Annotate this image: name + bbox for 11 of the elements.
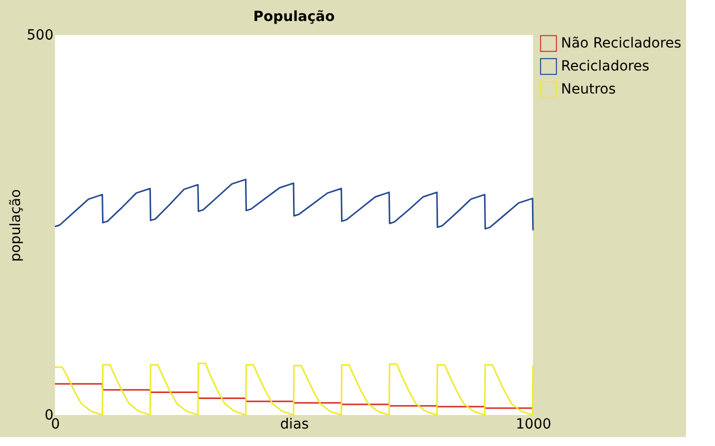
- line-series: [54, 178, 534, 232]
- line-series: [54, 362, 534, 416]
- y-tick-label: 500: [26, 28, 54, 44]
- legend-label: Recicladores: [561, 58, 650, 74]
- legend-label: Neutros: [561, 82, 616, 98]
- x-tick-label: 1000: [516, 416, 552, 432]
- legend-label: Não Recicladores: [561, 36, 682, 52]
- x-axis-title: dias: [280, 416, 309, 432]
- line-series: [54, 383, 534, 409]
- y-axis-title: população: [8, 189, 24, 262]
- chart-title: População: [253, 9, 336, 25]
